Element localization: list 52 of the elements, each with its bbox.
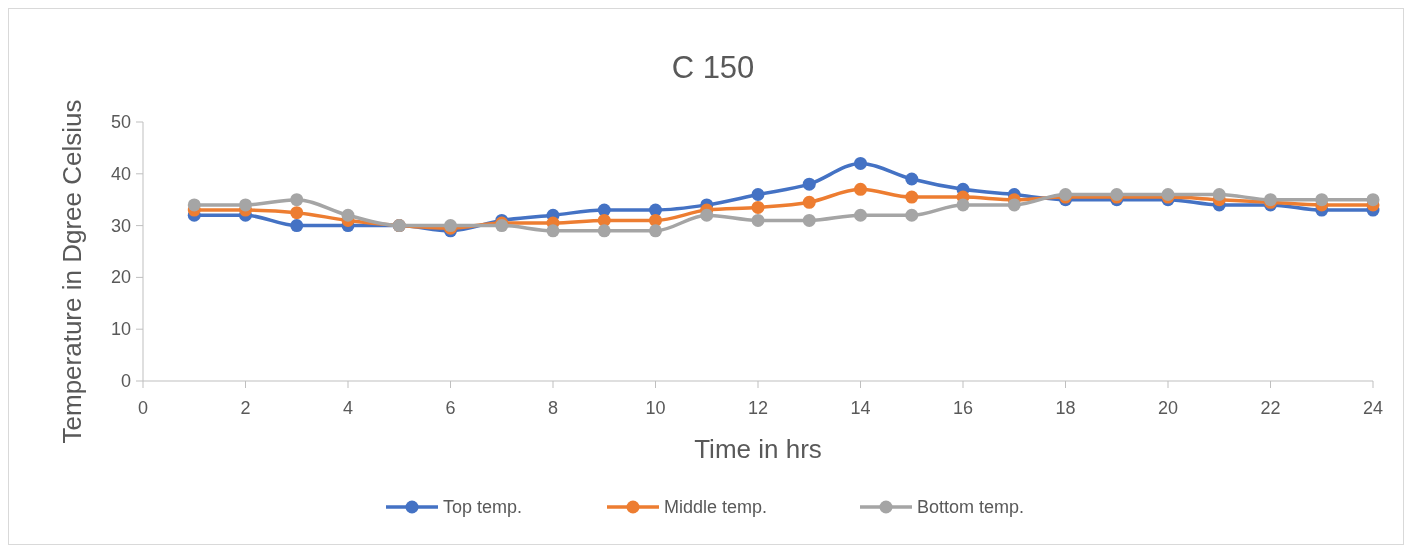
- point: [290, 193, 304, 207]
- y-tick-label: 50: [110, 112, 131, 132]
- point: [1007, 198, 1021, 212]
- point: [956, 198, 970, 212]
- x-tick-label: 4: [342, 398, 354, 418]
- x-tick-label: 6: [445, 398, 456, 418]
- point: [854, 156, 867, 170]
- x-tick-label: 8: [547, 398, 559, 418]
- x-tick-label: 12: [747, 398, 769, 418]
- y-tick-label: 10: [110, 319, 131, 340]
- point: [1315, 193, 1329, 207]
- x-tick-label: 0: [137, 398, 149, 418]
- legend-label: Bottom temp.: [917, 497, 1025, 517]
- point: [290, 206, 304, 220]
- x-tick-label: 24: [1362, 398, 1384, 418]
- point: [854, 182, 867, 196]
- x-tick-label: 20: [1157, 398, 1179, 418]
- x-tick-label: 16: [952, 398, 974, 418]
- y-tick-label: 20: [110, 267, 131, 288]
- x-tick-label: 14: [850, 398, 871, 418]
- point: [341, 208, 355, 222]
- y-axis-title: Temperature in Dgree Celsius: [57, 99, 87, 444]
- point: [1212, 188, 1226, 202]
- point: [802, 177, 816, 191]
- point: [905, 208, 919, 222]
- point: [700, 208, 714, 222]
- x-tick-label: 22: [1260, 398, 1281, 418]
- y-tick-label: 40: [110, 163, 131, 184]
- legend-label: Top temp.: [443, 497, 523, 517]
- legend-label: Middle temp.: [664, 497, 768, 517]
- x-tick-label: 2: [240, 398, 251, 418]
- point: [290, 219, 304, 233]
- point: [187, 198, 201, 212]
- point: [751, 200, 765, 214]
- x-tick-label: 18: [1055, 398, 1076, 418]
- point: [905, 172, 919, 186]
- x-tick-label: 10: [645, 398, 666, 418]
- point: [751, 213, 765, 227]
- chart-title: C 150: [671, 50, 755, 85]
- point: [1366, 193, 1380, 207]
- point: [854, 208, 867, 222]
- point: [649, 224, 662, 238]
- point: [802, 213, 816, 227]
- y-tick-label: 0: [120, 371, 131, 391]
- y-tick-label: 30: [110, 215, 131, 236]
- x-axis-title: Time in hrs: [694, 434, 822, 464]
- point: [239, 198, 252, 212]
- point: [802, 195, 816, 209]
- point: [546, 224, 560, 238]
- point: [597, 224, 611, 238]
- point: [751, 188, 765, 202]
- point: [905, 190, 919, 204]
